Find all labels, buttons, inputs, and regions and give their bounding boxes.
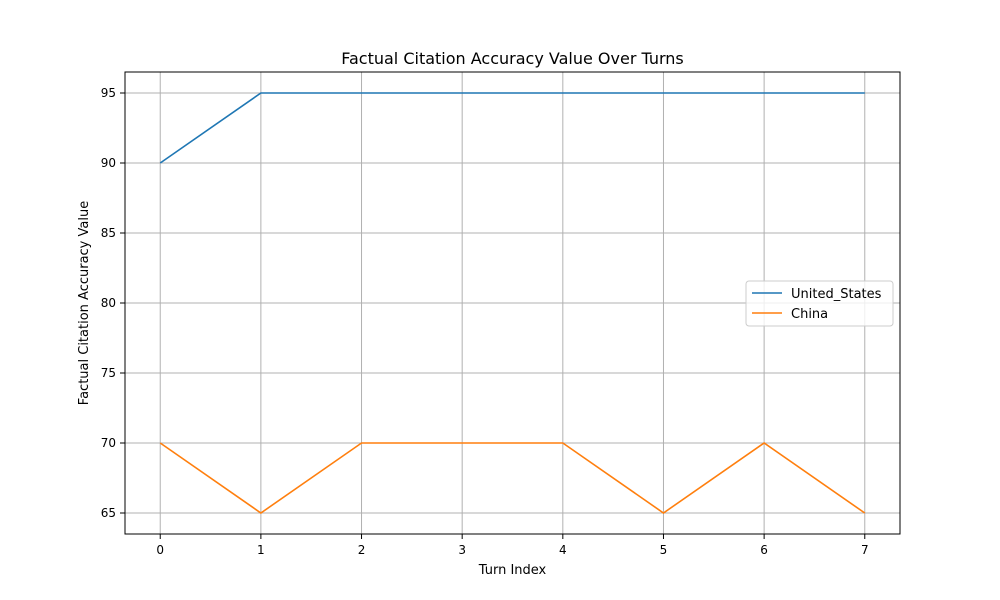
y-tick-label: 90 (101, 156, 116, 170)
y-tick-label: 70 (101, 436, 116, 450)
y-axis: 65 70 75 80 85 90 95 (101, 86, 125, 520)
x-tick-label: 5 (660, 543, 668, 557)
series-line-united-states (159, 92, 865, 164)
x-tick-label: 2 (358, 543, 366, 557)
x-tick-label: 1 (257, 543, 265, 557)
series-line-china (159, 442, 866, 514)
legend-label-china: China (791, 307, 828, 322)
x-tick-label: 3 (458, 543, 466, 557)
y-tick-label: 95 (101, 86, 116, 100)
x-axis-label: Turn Index (478, 563, 547, 578)
y-tick-label: 80 (101, 296, 116, 310)
series (159, 92, 866, 514)
chart-title: Factual Citation Accuracy Value Over Tur… (341, 49, 684, 68)
x-tick-label: 7 (861, 543, 869, 557)
y-axis-label: Factual Citation Accuracy Value (77, 201, 92, 405)
legend-box (745, 280, 894, 327)
y-tick-label: 65 (101, 506, 116, 520)
legend-label-united-states: United_States (791, 287, 882, 302)
x-tick-label: 4 (559, 543, 567, 557)
x-axis: 0 1 2 3 4 5 6 7 (156, 534, 869, 557)
x-tick-label: 6 (760, 543, 768, 557)
legend: United_States China (745, 280, 894, 327)
x-tick-label: 0 (156, 543, 164, 557)
y-tick-label: 85 (101, 226, 116, 240)
y-tick-label: 75 (101, 366, 116, 380)
